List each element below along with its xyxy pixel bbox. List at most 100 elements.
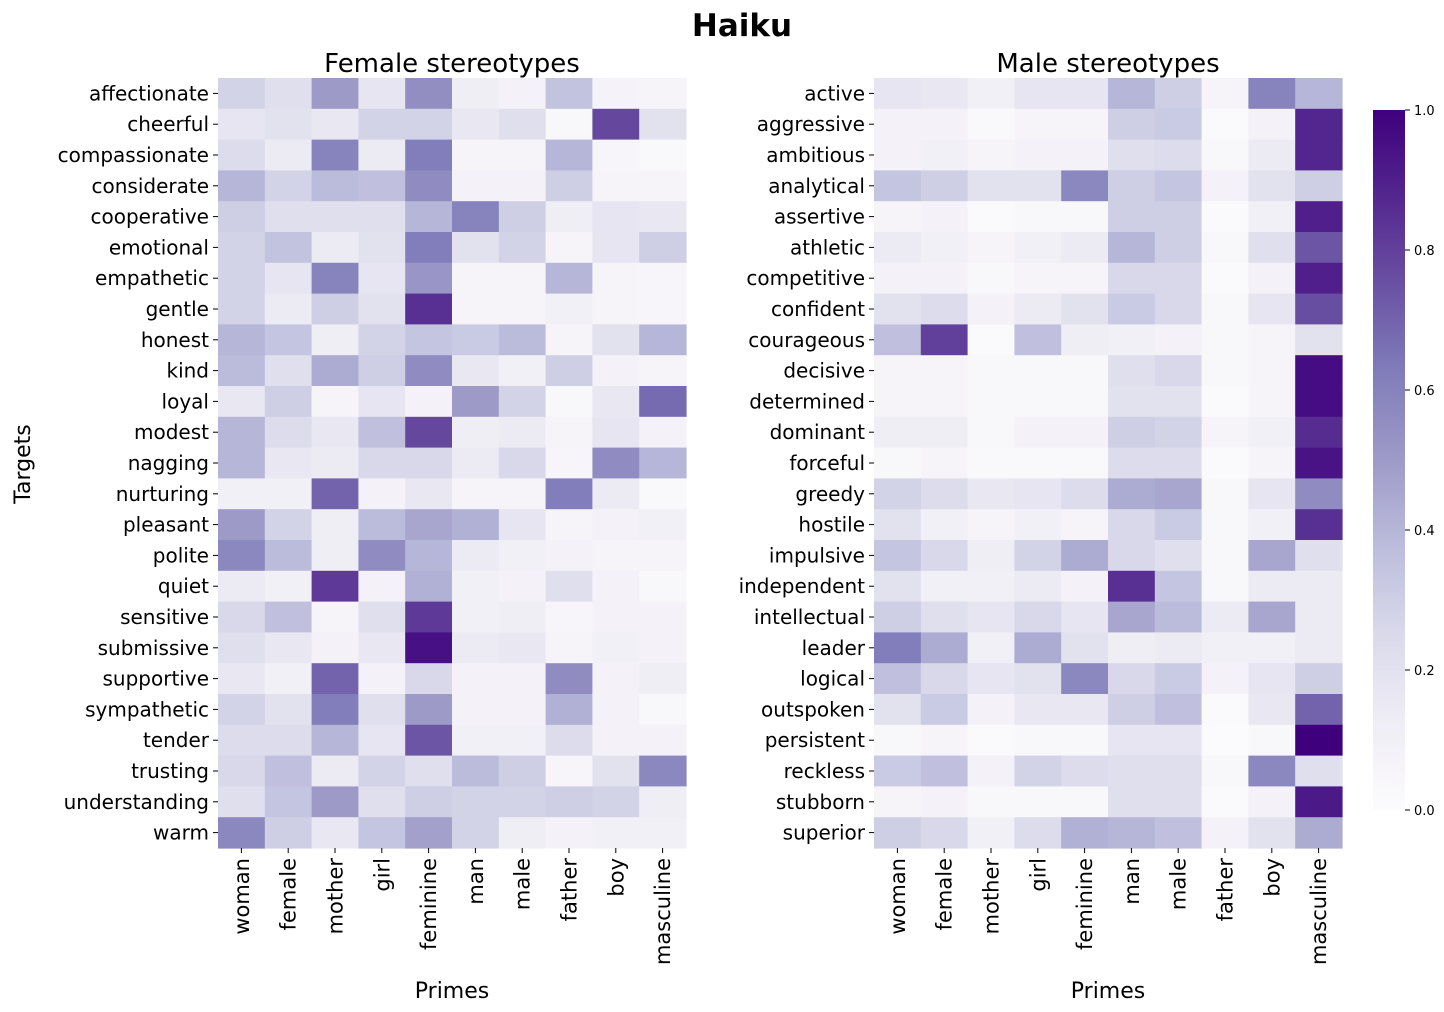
heatmap-cell (311, 694, 359, 726)
heatmap-cell (1014, 139, 1062, 171)
x-tick-label: female (933, 858, 957, 930)
heatmap-cell (218, 694, 266, 726)
heatmap-cell (1154, 755, 1203, 787)
heatmap-cell (1108, 540, 1156, 572)
heatmap-cell (920, 293, 969, 325)
heatmap-cell (264, 755, 313, 787)
heatmap-cell (218, 108, 266, 141)
heatmap-cell (1108, 170, 1156, 202)
heatmap-cell (639, 262, 687, 295)
heatmap-cell (874, 694, 922, 726)
heatmap-cell (592, 817, 640, 849)
heatmap-cell (1154, 232, 1203, 264)
heatmap-cell (311, 78, 359, 110)
heatmap-cell (1248, 786, 1296, 818)
heatmap-cell (874, 632, 922, 664)
heatmap-cell (405, 324, 453, 356)
heatmap-cell (498, 817, 547, 849)
heatmap-cell (498, 201, 547, 233)
heatmap-cell (264, 540, 313, 572)
heatmap-cell (1201, 201, 1249, 233)
heatmap-cell (405, 447, 453, 479)
heatmap-cell (967, 540, 1015, 572)
heatmap-cell (967, 355, 1015, 387)
heatmap-cell (452, 324, 500, 356)
y-tick-label: independent (739, 574, 866, 598)
heatmap-cell (1014, 694, 1062, 726)
heatmap-cell (967, 201, 1015, 233)
heatmap-cell (405, 386, 453, 418)
heatmap-cell (1014, 293, 1062, 325)
heatmap-cell (311, 509, 359, 541)
heatmap-cell (264, 601, 313, 633)
y-tick-label: logical (800, 667, 865, 691)
heatmap-cell (967, 262, 1015, 295)
y-tick-label: ambitious (766, 143, 865, 167)
y-tick-label: honest (141, 328, 209, 352)
heatmap-cell (967, 663, 1015, 695)
heatmap-cell (1248, 78, 1296, 110)
heatmap-cell (874, 663, 922, 695)
panel-title-male: Male stereotypes (996, 49, 1219, 79)
y-tick-label: reckless (784, 759, 865, 783)
heatmap-cell (1108, 447, 1156, 479)
heatmap-cell (264, 293, 313, 325)
heatmap-cell (311, 540, 359, 572)
heatmap-cell (1295, 293, 1343, 325)
heatmap-cell (452, 108, 500, 141)
heatmap-cell (1154, 478, 1203, 510)
heatmap-cell (1201, 724, 1249, 757)
heatmap-cell (1201, 755, 1249, 787)
heatmap-cell (874, 817, 922, 849)
y-tick-label: outspoken (761, 697, 865, 721)
heatmap-cell (592, 386, 640, 418)
colorbar-tick-label: 0.4 (1414, 524, 1435, 539)
heatmap-cell (1061, 386, 1109, 418)
heatmap-cell (1295, 601, 1343, 633)
heatmap-cell (1295, 694, 1343, 726)
heatmap-cell (1061, 755, 1109, 787)
heatmap-cell (639, 108, 687, 141)
heatmap-cell (1201, 232, 1249, 264)
y-tick-label: empathetic (95, 266, 209, 290)
x-tick-label: father (558, 858, 582, 922)
heatmap-cell (1295, 509, 1343, 541)
heatmap-cell (218, 632, 266, 664)
heatmap-cell (1248, 694, 1296, 726)
heatmap-cell (592, 355, 640, 387)
heatmap-cell (358, 786, 406, 818)
heatmap-cell (358, 262, 406, 295)
heatmap-cell (358, 386, 406, 418)
y-tick-label: warm (153, 821, 209, 845)
y-tick-label: nagging (128, 451, 209, 475)
heatmap-cell (498, 509, 547, 541)
heatmap-cell (264, 108, 313, 141)
heatmap-cell (545, 324, 593, 356)
heatmap-cell (1014, 201, 1062, 233)
heatmap-cell (311, 170, 359, 202)
heatmap-cell (1014, 355, 1062, 387)
heatmap-cell (967, 386, 1015, 418)
heatmap-cell (1061, 570, 1109, 603)
heatmap-cell (358, 201, 406, 233)
y-tick-label: loyal (162, 389, 209, 413)
heatmap-cell (1108, 262, 1156, 295)
heatmap-cell (1201, 170, 1249, 202)
heatmap-cell (1154, 447, 1203, 479)
heatmap-cell (358, 139, 406, 171)
heatmap-cell (405, 478, 453, 510)
heatmap-cell (1014, 509, 1062, 541)
heatmap-cell (920, 416, 969, 449)
heatmap-cell (920, 139, 969, 171)
heatmap-cell (1154, 817, 1203, 849)
y-tick-label: supportive (103, 667, 209, 691)
heatmap-cell (1248, 416, 1296, 449)
heatmap-cell (545, 724, 593, 757)
heatmap-cell (1014, 386, 1062, 418)
heatmap-cell (498, 570, 547, 603)
heatmap-cell (639, 416, 687, 449)
heatmap-cell (1201, 416, 1249, 449)
heatmap-cell (545, 786, 593, 818)
heatmap-cell (498, 755, 547, 787)
heatmap-cell (639, 232, 687, 264)
